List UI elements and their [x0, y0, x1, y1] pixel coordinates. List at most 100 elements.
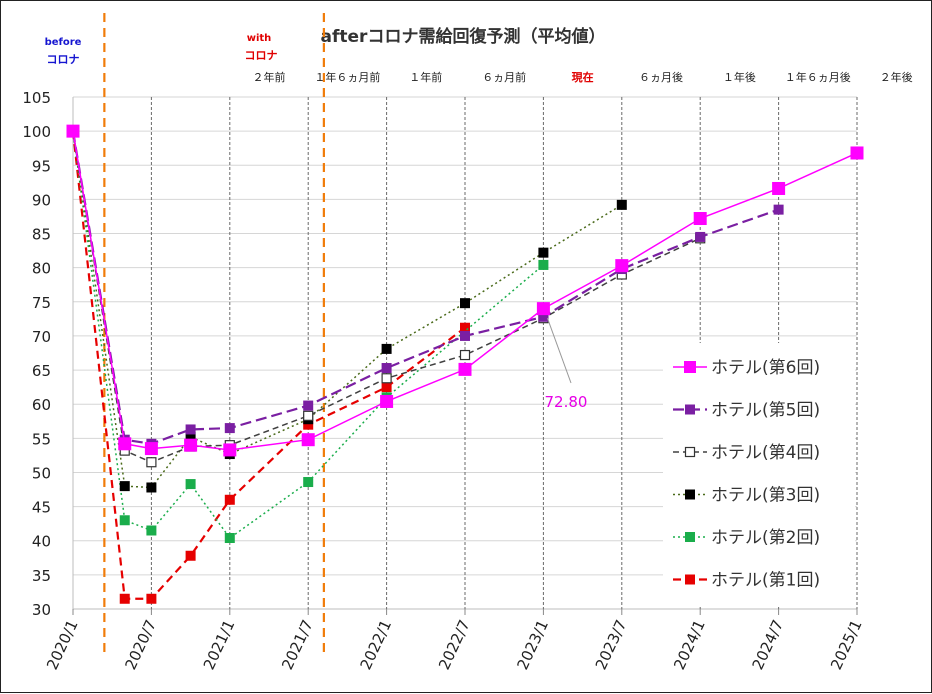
- data-point: [772, 181, 786, 195]
- data-point: [685, 489, 695, 500]
- period-label: １年６ヵ月前: [314, 70, 380, 84]
- x-tick-label: 2020/7: [121, 617, 160, 672]
- legend-label: ホテル(第4回): [711, 443, 820, 463]
- data-point: [684, 361, 696, 373]
- data-point: [224, 423, 235, 434]
- y-tick-label: 65: [32, 362, 51, 380]
- y-tick-label: 75: [32, 294, 51, 312]
- y-tick-label: 100: [22, 123, 51, 141]
- data-point: [146, 525, 157, 536]
- series-path: [72, 131, 623, 489]
- data-point: [695, 231, 706, 242]
- data-point: [538, 259, 549, 270]
- data-point: [685, 574, 695, 585]
- data-point: [119, 593, 130, 604]
- x-tick-label: 2025/1: [827, 617, 866, 672]
- data-point: [459, 349, 471, 361]
- period-label: ６ヵ月前: [482, 70, 526, 84]
- x-tick-label: 2021/7: [278, 617, 317, 672]
- data-point: [685, 532, 695, 542]
- data-point: [381, 382, 392, 393]
- legend-item: ホテル(第6回): [673, 358, 820, 378]
- series-line: [68, 126, 470, 604]
- data-point: [303, 400, 314, 411]
- series-path: [72, 131, 701, 464]
- annotation-value: 72.80: [545, 393, 588, 411]
- y-tick-label: 80: [32, 260, 51, 278]
- period-label: ２年後: [880, 70, 913, 84]
- data-point: [460, 330, 470, 341]
- data-point: [66, 124, 80, 138]
- data-point: [223, 443, 237, 457]
- data-point: [684, 446, 696, 458]
- x-tick-label: 2023/7: [592, 617, 631, 672]
- x-tick-label: 2022/7: [435, 617, 474, 672]
- with-corona-label: コロナ: [245, 49, 278, 62]
- y-tick-label: 50: [32, 464, 51, 482]
- data-point: [460, 322, 470, 333]
- y-axis-ticks: 30 35 40 45 50 55 60 65 70 75 80 85 90 95 100 105: [22, 89, 51, 619]
- data-point: [536, 302, 550, 316]
- data-point: [146, 482, 157, 493]
- before-label: before: [45, 37, 82, 48]
- period-label: ６ヵ月後: [639, 70, 683, 84]
- data-point: [119, 481, 130, 492]
- data-point: [144, 442, 158, 456]
- period-label: １年６ヵ月後: [785, 70, 851, 84]
- x-tick-label: 2023/1: [513, 617, 552, 672]
- data-point: [146, 457, 157, 468]
- x-tick-label: 2024/7: [749, 617, 788, 672]
- data-point: [118, 437, 132, 451]
- data-point: [616, 199, 627, 210]
- x-axis-ticks: 2020/1 2020/7 2021/1 2021/7 2022/1 2022/7 2023…: [43, 609, 866, 673]
- series-path: [71, 130, 779, 445]
- data-point: [185, 479, 196, 490]
- with-label: with: [247, 33, 272, 44]
- legend: ホテル(第6回) ホテル(第5回) ホテル(第4回) ホテル(第3回) ホテル(第2回)…: [663, 343, 855, 605]
- data-point: [615, 259, 629, 273]
- data-point: [381, 363, 392, 374]
- data-point: [146, 593, 157, 604]
- y-tick-label: 30: [32, 601, 51, 619]
- era-divider-lines: [103, 13, 325, 656]
- before-corona-label: コロナ: [47, 53, 80, 66]
- x-tick-label: 2022/1: [357, 617, 396, 672]
- series-path: [72, 131, 544, 540]
- y-tick-label: 35: [32, 567, 51, 585]
- x-tick-label: 2020/1: [43, 617, 82, 672]
- annotation-leader-line: [546, 317, 572, 384]
- y-tick-label: 95: [32, 157, 51, 175]
- legend-label: ホテル(第6回): [711, 358, 820, 378]
- period-label: １年前: [409, 70, 442, 84]
- legend-label: ホテル(第2回): [711, 528, 820, 548]
- data-point: [381, 373, 392, 384]
- x-tick-label: 2021/1: [200, 617, 239, 672]
- data-point: [773, 204, 784, 215]
- legend-item: ホテル(第4回): [673, 443, 820, 463]
- y-tick-label: 40: [32, 533, 51, 551]
- y-tick-label: 85: [32, 226, 51, 244]
- data-point: [538, 247, 549, 258]
- y-tick-label: 60: [32, 396, 51, 414]
- data-point: [224, 494, 235, 505]
- data-point: [303, 477, 314, 488]
- data-point: [301, 433, 315, 447]
- x-tick-label: 2024/1: [670, 617, 709, 672]
- period-labels: ２年前 １年６ヵ月前 １年前 ６ヵ月前 現在 ６ヵ月後 １年後 １年６ヵ月後 ２年後: [253, 70, 913, 84]
- data-point: [685, 404, 695, 415]
- data-point: [224, 533, 235, 544]
- legend-label: ホテル(第5回): [711, 401, 820, 421]
- legend-item: ホテル(第5回): [673, 401, 820, 421]
- y-tick-label: 90: [32, 191, 51, 209]
- data-point: [119, 515, 130, 526]
- legend-item: ホテル(第3回): [673, 486, 820, 506]
- annotation: 72.80: [545, 317, 588, 411]
- data-point: [380, 394, 394, 408]
- data-point: [184, 438, 198, 452]
- data-point: [185, 424, 196, 435]
- period-label: １年後: [723, 70, 756, 84]
- legend-label: ホテル(第3回): [711, 486, 820, 506]
- series-line: [66, 124, 864, 457]
